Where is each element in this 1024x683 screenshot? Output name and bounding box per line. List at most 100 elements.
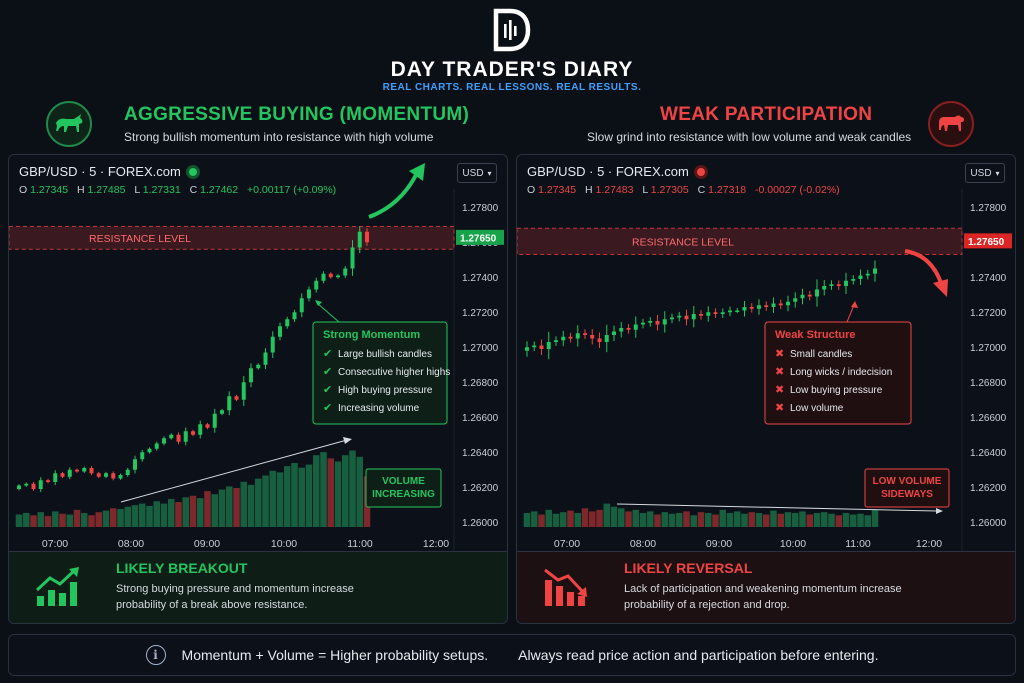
- volume-label: SIDEWAYS: [881, 489, 933, 500]
- candle: [60, 473, 65, 477]
- volume-bar: [661, 512, 669, 527]
- x-tick-label: 11:00: [347, 538, 373, 550]
- candle: [343, 268, 348, 276]
- info-icon: i: [145, 645, 166, 665]
- candle: [292, 312, 297, 320]
- check-icon: ✔: [323, 401, 332, 414]
- ohlc-open: 1.27345: [538, 184, 577, 196]
- volume-bar: [59, 513, 66, 527]
- callout-item: Low volume: [790, 403, 844, 414]
- volume-label: LOW VOLUME: [873, 476, 942, 487]
- volume-bar: [552, 513, 560, 527]
- volume-bar: [80, 512, 88, 527]
- candle: [307, 289, 311, 299]
- volume-bar: [30, 515, 37, 527]
- candle: [568, 336, 573, 339]
- candle: [285, 319, 290, 327]
- candle: [270, 336, 275, 353]
- y-tick-label: 1.26400: [462, 448, 499, 459]
- left-ohlc: O 1.27345 H 1.27485 L 1.27331 C 1.27462 …: [19, 184, 337, 196]
- candle: [749, 307, 754, 309]
- candle: [575, 333, 580, 339]
- volume-bar: [683, 511, 690, 527]
- volume-bar: [247, 484, 255, 527]
- price-tag-label: 1.27650: [968, 237, 1005, 248]
- right-ohlc: O 1.27345 H 1.27483 L 1.27305 C 1.27318 …: [527, 184, 840, 196]
- candle: [597, 338, 602, 342]
- candle: [713, 312, 718, 314]
- candle: [865, 273, 870, 276]
- volume-bar: [654, 514, 661, 527]
- x-tick-label: 07:00: [554, 538, 580, 550]
- y-tick-label: 1.27200: [462, 308, 499, 319]
- volume-bar: [160, 503, 168, 527]
- x-tick-label: 08:00: [118, 538, 144, 550]
- candle: [198, 424, 203, 435]
- left-currency-select[interactable]: USD ▾: [457, 163, 497, 183]
- volume-bar: [574, 512, 582, 527]
- candle: [800, 294, 805, 299]
- candle: [46, 480, 50, 482]
- x-tick-label: 12:00: [423, 538, 449, 550]
- volume-bar: [44, 516, 52, 527]
- volume-bar: [719, 509, 727, 527]
- right-description: Slow grind into resistance with low volu…: [587, 130, 912, 144]
- volume-bar: [153, 501, 161, 527]
- candle: [350, 247, 355, 269]
- candle: [691, 314, 696, 320]
- volume-bar: [73, 509, 81, 527]
- x-tick-label: 09:00: [194, 538, 220, 550]
- volume-bar: [349, 450, 356, 527]
- volume-bar: [327, 458, 335, 527]
- status-dot-icon: [696, 167, 705, 176]
- y-tick-label: 1.26600: [970, 413, 1007, 424]
- candle: [728, 310, 732, 313]
- ohlc-close: 1.27462: [200, 184, 239, 196]
- callout-pointer-head: [851, 301, 858, 308]
- candle: [633, 324, 638, 330]
- cross-icon: ✖: [775, 365, 784, 378]
- candle: [670, 317, 674, 320]
- volume-bar: [828, 513, 835, 527]
- volume-bar: [196, 498, 204, 527]
- trend-up-icon: [35, 567, 79, 606]
- right-currency-select[interactable]: USD ▾: [965, 163, 1005, 183]
- volume-bar: [610, 506, 618, 527]
- callout-item: Low buying pressure: [790, 385, 883, 396]
- volume-bar: [559, 512, 567, 527]
- candle: [183, 431, 188, 442]
- volume-bar: [726, 512, 734, 527]
- price-tag: [964, 233, 1012, 249]
- x-tick-label: 12:00: [916, 538, 942, 550]
- check-icon: ✔: [323, 383, 332, 396]
- volume-bar: [581, 508, 589, 527]
- candle: [38, 480, 43, 489]
- x-tick-label: 10:00: [271, 538, 297, 550]
- volume-label-box: [365, 468, 442, 508]
- check-icon: ✔: [323, 347, 332, 360]
- left-conclusion-title: LIKELY BREAKOUT: [116, 560, 248, 576]
- right-conclusion-title: LIKELY REVERSAL: [624, 560, 753, 576]
- candle: [227, 396, 232, 411]
- candle: [205, 424, 210, 428]
- volume-bar: [341, 455, 349, 527]
- volume-bar: [276, 472, 284, 527]
- volume-bar: [857, 513, 864, 527]
- volume-bar: [835, 515, 843, 527]
- candle: [735, 310, 740, 312]
- candle: [858, 275, 863, 279]
- candle: [786, 301, 790, 306]
- candle: [539, 345, 544, 349]
- candle: [561, 336, 566, 341]
- price-tag: [456, 229, 504, 245]
- volume-bar: [871, 509, 879, 527]
- footer-right-text: Always read price action and participati…: [518, 647, 879, 663]
- cross-icon: ✖: [775, 347, 784, 360]
- x-tick-label: 08:00: [630, 538, 656, 550]
- resistance-zone: [9, 226, 455, 250]
- volume-bar: [218, 489, 226, 527]
- candle: [357, 231, 362, 248]
- resistance-label: RESISTANCE LEVEL: [89, 233, 191, 245]
- callout-pointer: [316, 302, 340, 323]
- candle: [764, 305, 769, 307]
